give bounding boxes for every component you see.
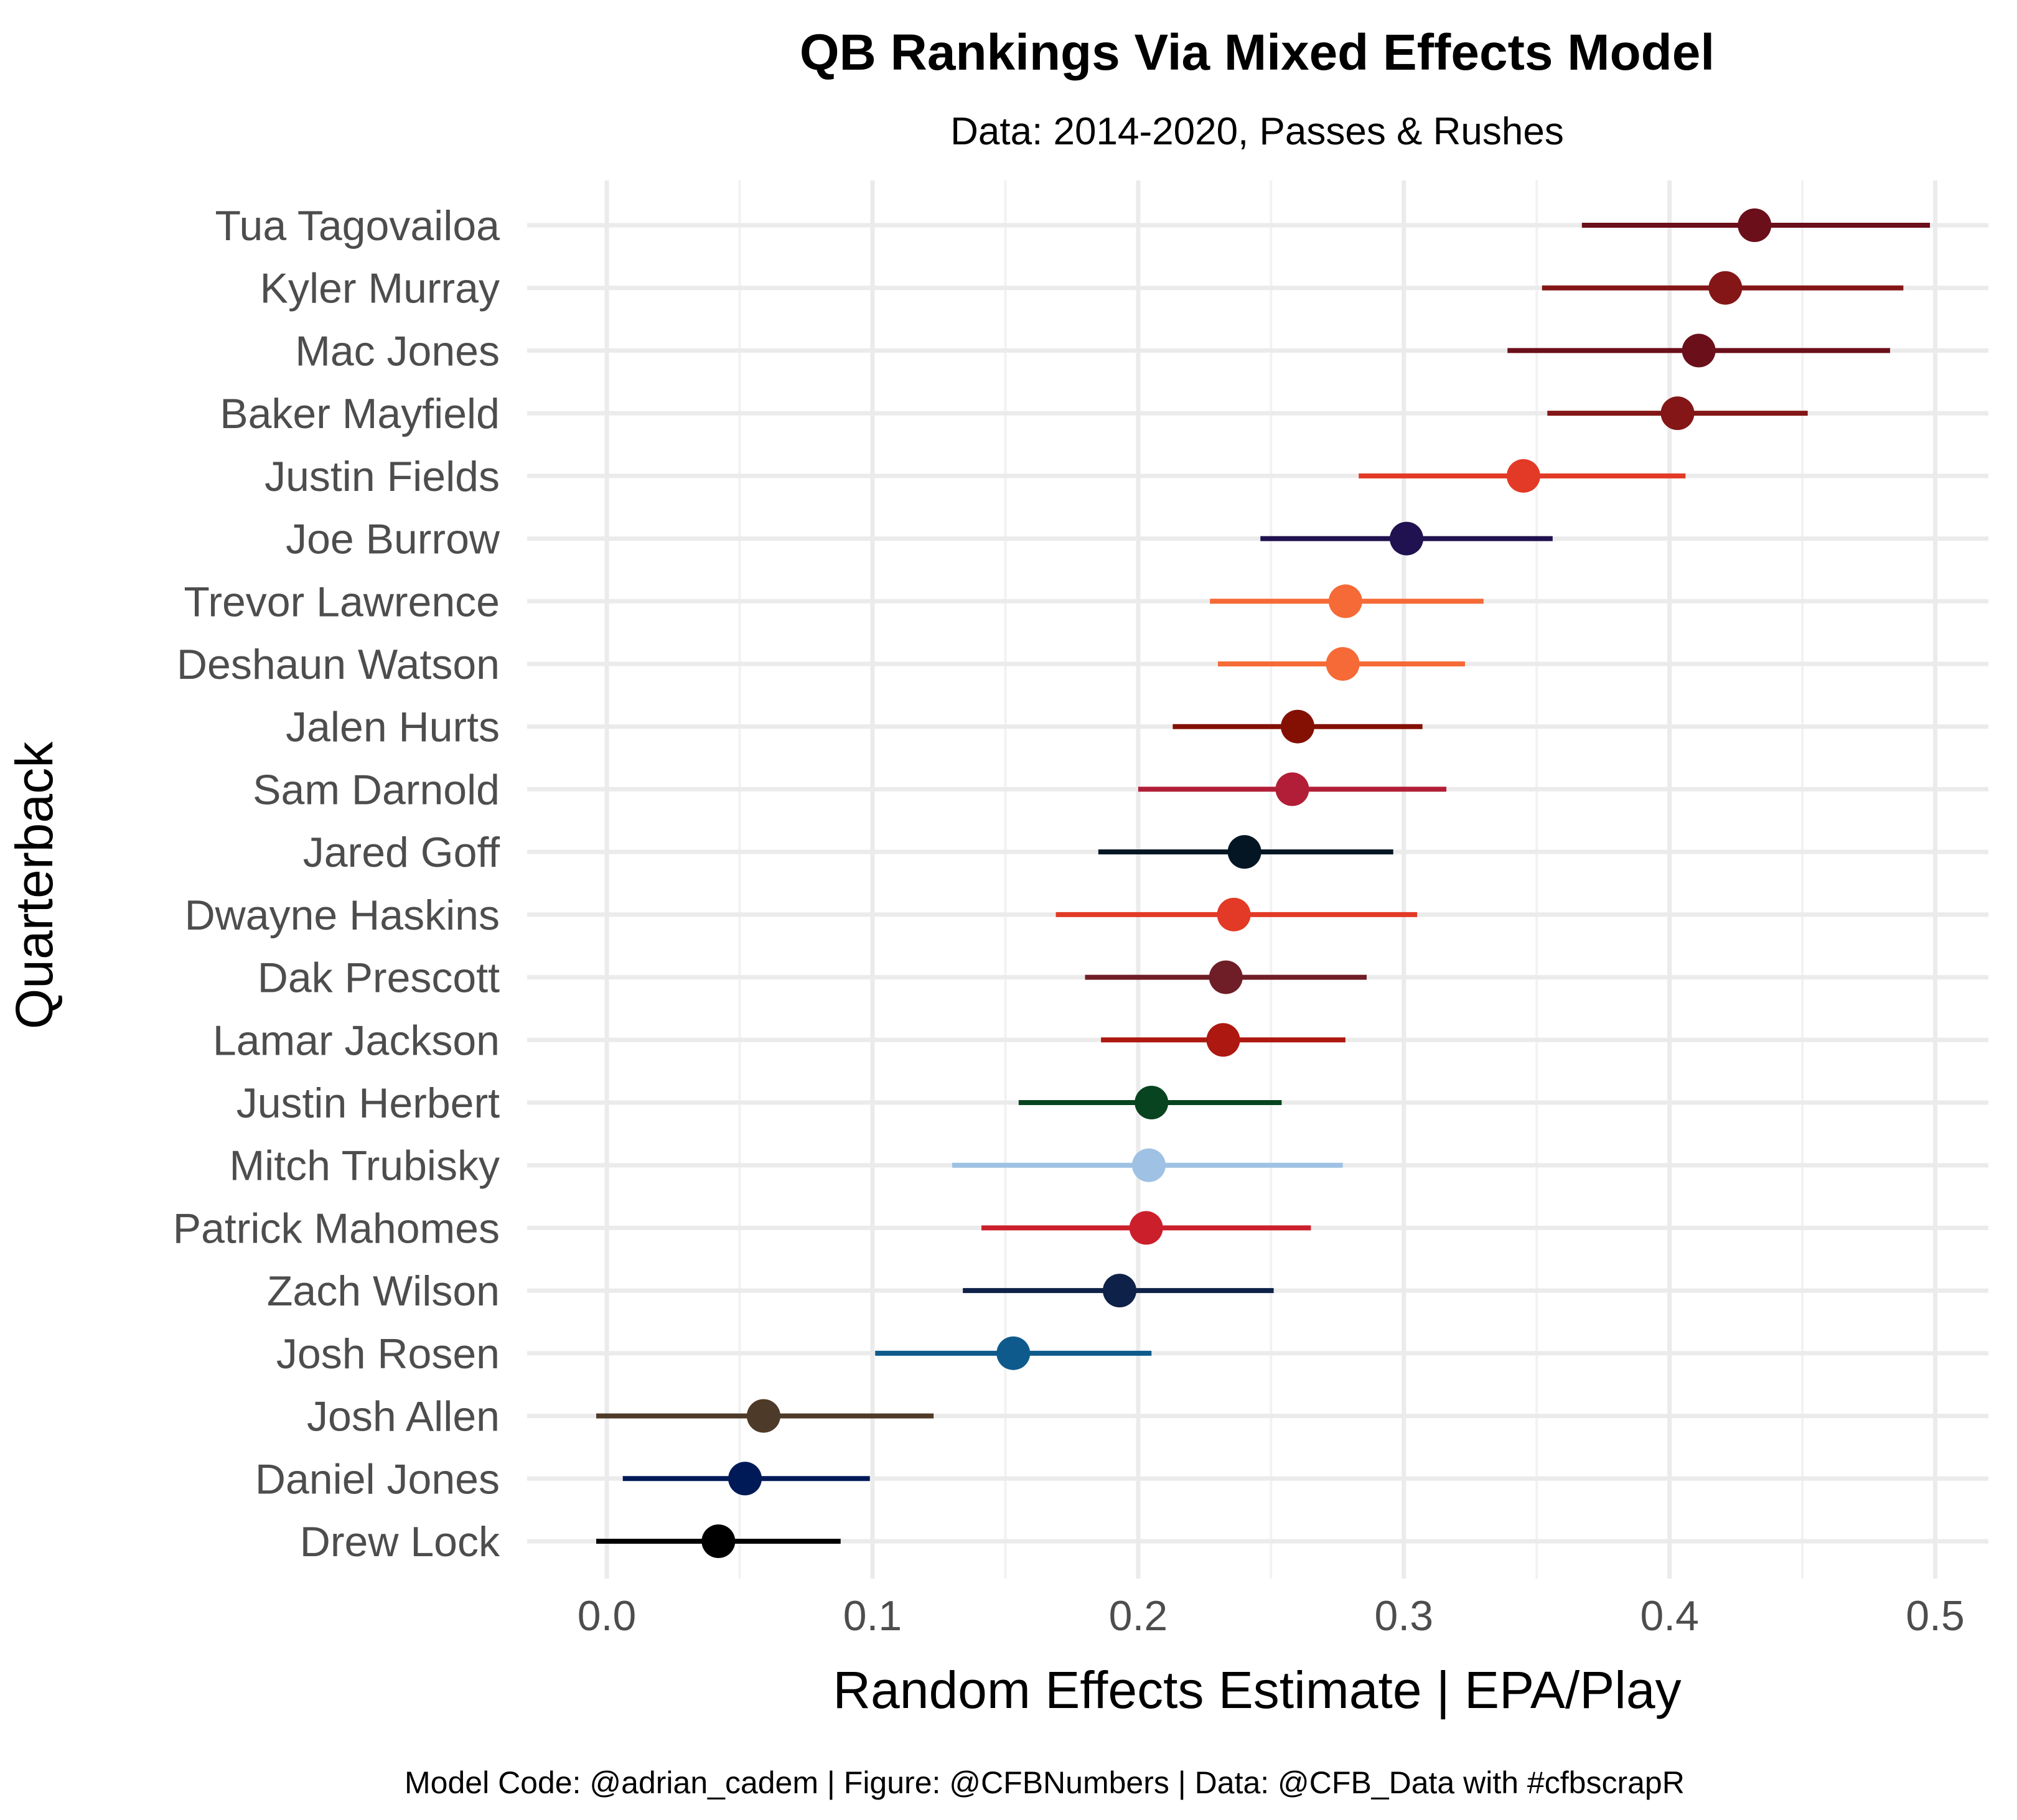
x-tick-label: 0.5 <box>1906 1592 1965 1640</box>
y-tick-label: Joe Burrow <box>286 516 500 563</box>
estimate-point <box>1275 772 1309 806</box>
estimate-point <box>1708 271 1743 305</box>
estimate-point <box>1682 334 1716 368</box>
estimate-point <box>1281 709 1315 744</box>
estimate-point <box>701 1524 736 1558</box>
y-tick-label: Dwayne Haskins <box>185 892 500 939</box>
x-tick-label: 0.4 <box>1640 1592 1699 1640</box>
estimate-point <box>1135 1086 1169 1119</box>
estimate-points <box>701 208 1772 1558</box>
estimate-point <box>1328 584 1362 618</box>
estimate-point <box>1131 1148 1166 1182</box>
estimate-point <box>1209 960 1243 994</box>
x-tick-label: 0.2 <box>1109 1592 1168 1640</box>
estimate-point <box>1390 521 1424 556</box>
estimate-point <box>1660 396 1695 431</box>
x-tick-label: 0.0 <box>578 1592 637 1640</box>
y-axis-ticks: Tua Tagovailoa Kyler Murray Mac Jones Baker… <box>173 202 500 1566</box>
x-tick-label: 0.3 <box>1375 1592 1434 1640</box>
chart-title: QB Rankings Via Mixed Effects Model <box>800 24 1715 81</box>
y-tick-label: Lamar Jackson <box>213 1017 500 1064</box>
y-tick-label: Zach Wilson <box>267 1267 500 1315</box>
y-tick-label: Mac Jones <box>295 327 500 375</box>
estimate-point <box>996 1336 1031 1370</box>
estimate-point <box>1227 835 1261 869</box>
x-axis-ticks: 0.0 0.1 0.2 0.3 0.4 0.5 <box>578 1592 1965 1640</box>
estimate-point <box>728 1462 762 1496</box>
y-tick-label: Tua Tagovailoa <box>215 202 500 250</box>
y-tick-label: Justin Fields <box>264 453 500 500</box>
y-tick-label: Josh Rosen <box>276 1330 500 1378</box>
y-tick-label: Mitch Trubisky <box>229 1142 500 1190</box>
estimate-point <box>1326 647 1360 681</box>
y-tick-label: Sam Darnold <box>253 766 500 813</box>
estimate-point <box>1206 1023 1240 1057</box>
chart-subtitle: Data: 2014-2020, Passes & Rushes <box>950 110 1564 153</box>
y-tick-label: Deshaun Watson <box>177 641 500 688</box>
y-tick-label: Jalen Hurts <box>286 704 500 751</box>
y-tick-label: Drew Lock <box>300 1518 500 1566</box>
y-tick-label: Dak Prescott <box>258 954 500 1002</box>
y-tick-label: Trevor Lawrence <box>184 578 500 625</box>
x-axis-title: Random Effects Estimate | EPA/Play <box>833 1661 1681 1719</box>
y-tick-label: Baker Mayfield <box>220 390 500 437</box>
y-tick-label: Justin Herbert <box>236 1080 500 1127</box>
y-axis-title: Quarterback <box>5 741 63 1029</box>
estimate-point <box>1738 208 1772 242</box>
y-tick-label: Daniel Jones <box>255 1455 500 1503</box>
estimate-point <box>746 1399 780 1433</box>
estimate-point <box>1217 897 1251 931</box>
y-tick-label: Josh Allen <box>307 1393 500 1440</box>
y-tick-label: Jared Goff <box>303 829 500 876</box>
chart-caption: Model Code: @adrian_cadem | Figure: @CFB… <box>405 1765 1685 1800</box>
estimate-point <box>1129 1211 1163 1245</box>
estimate-point <box>1103 1274 1137 1308</box>
y-tick-label: Kyler Murray <box>260 265 500 312</box>
estimate-point <box>1506 459 1540 493</box>
x-tick-label: 0.1 <box>843 1592 902 1640</box>
y-tick-label: Patrick Mahomes <box>173 1205 500 1252</box>
